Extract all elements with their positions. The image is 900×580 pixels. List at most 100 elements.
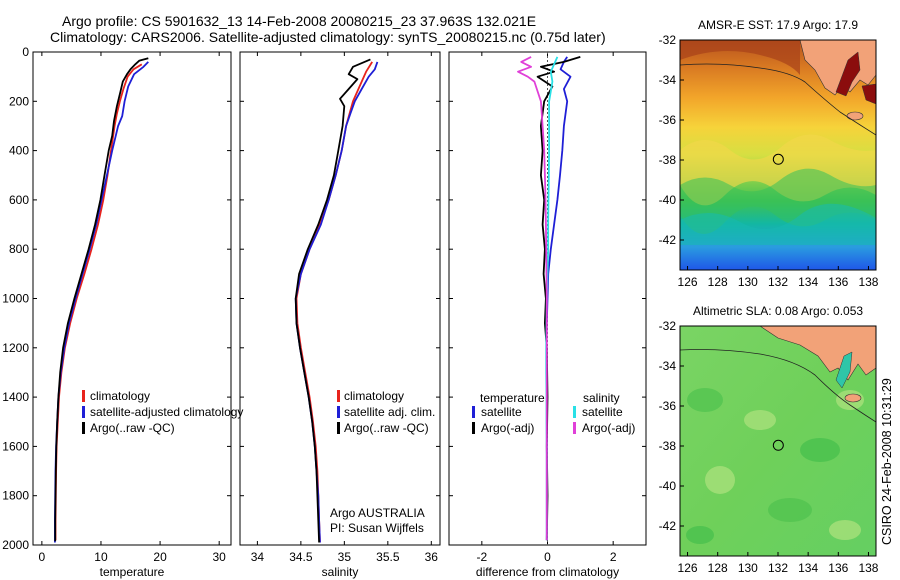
series-line-climatology [295,61,373,543]
legend-label: satellite [481,405,522,419]
legend-swatch [472,422,475,434]
series-line-argo-raw-qc [54,57,149,542]
y-tick-label: 2000 [2,538,29,552]
map-y-tick-label: -36 [659,399,677,413]
legend-label: satellite [582,405,623,419]
y-tick-label: 1400 [2,390,29,404]
map-x-tick-label: 130 [738,561,758,575]
legend-swatch [337,422,340,434]
x-tick-label: 34.5 [289,550,313,564]
legend-swatch [82,406,85,418]
map-x-tick-label: 136 [828,561,848,575]
series-line-temperature-satellite [545,56,572,541]
map-title: Altimetric SLA: 0.08 Argo: 0.053 [693,304,863,318]
map-y-tick-label: -42 [659,519,677,533]
sst-shelf-contour [680,63,876,136]
annotation-pi: PI: Susan Wijffels [330,521,424,535]
temperature-profile-chart: 0 10 20 30 0 200 400 600 800 1000 1200 1400 1600 1800… [2,45,243,579]
legend-label: Argo(-adj) [582,421,635,435]
y-tick-label: 800 [9,242,29,256]
sst-map [679,39,877,271]
sla-island [844,393,862,403]
sla-blob [686,526,714,544]
legend-swatch [337,390,340,402]
legend-swatch [337,406,340,418]
map-x-tick-label: 134 [798,275,818,289]
map-x-tick-label: 138 [858,275,878,289]
sst-gulf-feature-2 [861,83,876,105]
series-line-argo-raw-qc [294,58,371,543]
legend-swatch [472,406,475,418]
map-y-tick-label: -32 [659,33,677,47]
y-tick-label: 400 [9,144,29,158]
series-line-salinity-argo-adj [517,56,548,541]
axes-frame [239,51,441,546]
sla-blob [829,520,861,540]
map-x-tick-label: 134 [798,561,818,575]
series-line-satellite-adjusted-climatology [54,61,149,543]
sla-blob [705,466,735,494]
legend-label: Argo(-adj) [481,421,534,435]
sla-blob [800,438,840,462]
legend-label: climatology [344,389,404,403]
figure-title-line-2: Climatology: CARS2006. Satellite-adjuste… [50,29,606,45]
salinity-profile-chart: 34 34.5 35 35.5 36 salinity climatology satelli… [239,51,441,579]
x-tick-label: 10 [94,550,108,564]
map-y-tick-label: -42 [659,233,677,247]
map-y-tick-label: -32 [659,319,677,333]
map-x-tick-label: 126 [678,561,698,575]
map-y-tick-label: -38 [659,439,677,453]
y-tick-label: 1600 [2,439,29,453]
legend-swatch [573,422,576,434]
x-axis-label: salinity [322,565,359,579]
x-tick-label: 34 [251,550,265,564]
map-y-tick-label: -36 [659,113,677,127]
map-x-tick-label: 136 [828,275,848,289]
sst-gulf-feature [835,51,861,97]
y-tick-label: 600 [9,193,29,207]
map-title: AMSR-E SST: 17.9 Argo: 17.9 [698,18,858,32]
map-y-tick-label: -34 [659,359,677,373]
x-tick-label: -2 [476,550,487,564]
sla-blob [744,410,776,430]
argo-float-marker [772,153,784,165]
legend-label: satellite adj. clim. [344,405,435,419]
y-tick-label: 0 [22,45,29,59]
map-x-tick-label: 132 [768,275,788,289]
x-tick-label: 35.5 [376,550,400,564]
map-x-tick-label: 138 [858,561,878,575]
legend-label: satellite-adjusted climatology [90,405,243,419]
x-tick-label: 2 [610,550,617,564]
sla-shelf-contour [680,349,876,423]
figure-title-line-1: Argo profile: CS 5901632_13 14-Feb-2008 … [62,13,537,29]
x-axis-label: temperature [100,565,165,579]
legend-swatch [82,422,85,434]
legend-label: climatology [90,389,150,403]
map-x-tick-label: 130 [738,275,758,289]
legend-label: Argo(..raw -QC) [90,421,175,435]
map-y-tick-label: -38 [659,153,677,167]
x-axis-label: difference from climatology [476,565,619,579]
legend-swatch [573,406,576,418]
x-tick-label: 20 [153,550,167,564]
legend-header-temperature: temperature [480,391,545,405]
y-tick-label: 200 [9,94,29,108]
series-line-satellite-adj-clim [294,61,379,543]
series-line-climatology [54,63,143,541]
sla-blob [768,498,812,522]
sla-map [679,325,877,557]
sst-island [846,111,864,121]
map-axes: AMSR-E SST: 17.9 Argo: 17.9 126 128 130 132 1… [659,18,879,575]
side-credit-text: CSIRO 24-Feb-2008 10:31:29 [880,378,894,545]
sst-cyan-band [680,203,876,245]
sla-gulf-feature [835,351,853,389]
x-tick-label: 30 [212,550,226,564]
sla-blob [687,388,723,412]
sst-hot-core [680,40,800,75]
legend-header-salinity: salinity [583,391,620,405]
map-y-tick-label: -40 [659,479,677,493]
map-y-tick-label: -34 [659,73,677,87]
y-tick-label: 1800 [2,489,29,503]
